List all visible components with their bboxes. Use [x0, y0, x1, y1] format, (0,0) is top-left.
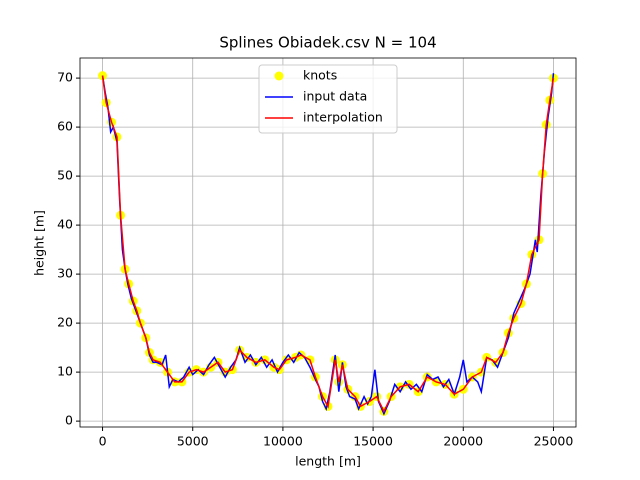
y-tick-label: 60	[57, 119, 73, 134]
axes-frame	[79, 57, 577, 428]
legend-box	[258, 64, 398, 134]
series-line	[101, 75, 555, 414]
y-axis-label: height [m]	[32, 210, 47, 276]
x-axis-label: length [m]	[295, 454, 361, 469]
x-tick-label: 0	[99, 434, 107, 449]
y-tick-label: 30	[57, 266, 73, 281]
legend-label: interpolation	[303, 110, 383, 125]
y-tick-label: 50	[57, 168, 73, 183]
y-tick-label: 20	[57, 315, 73, 330]
series-line	[101, 73, 555, 416]
x-tick-label: 10000	[263, 434, 303, 449]
y-tick-label: 0	[65, 413, 73, 428]
y-tick-label: 70	[57, 70, 73, 85]
y-tick-label: 40	[57, 217, 73, 232]
chart-title: Splines Obiadek.csv N = 104	[219, 34, 436, 52]
x-tick-label: 20000	[443, 434, 483, 449]
x-tick-label: 25000	[534, 434, 574, 449]
legend-marker	[274, 71, 284, 81]
y-tick-label: 10	[57, 364, 73, 379]
legend-label: input data	[303, 89, 367, 104]
x-tick-label: 15000	[353, 434, 393, 449]
x-tick-label: 5000	[177, 434, 209, 449]
legend-label: knots	[303, 68, 337, 83]
